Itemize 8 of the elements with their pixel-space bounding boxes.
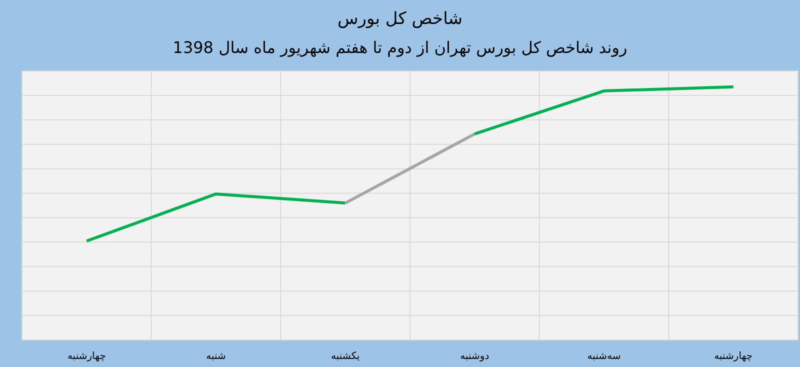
chart-subtitle: روند شاخص کل بورس تهران از دوم تا هفتم شهریور ماه سال 1398 [172,38,628,57]
x-tick-label: سه‌شنبه [587,351,621,362]
x-tick-label: یکشنبه [331,351,360,362]
chart-title: شاخص کل بورس [337,9,463,29]
x-tick-label: شنبه [206,351,226,362]
x-tick-label: دوشنبه [460,351,490,362]
x-tick-label: چهارشنبه [714,351,753,362]
x-tick-label: چهارشنبه [67,351,106,362]
